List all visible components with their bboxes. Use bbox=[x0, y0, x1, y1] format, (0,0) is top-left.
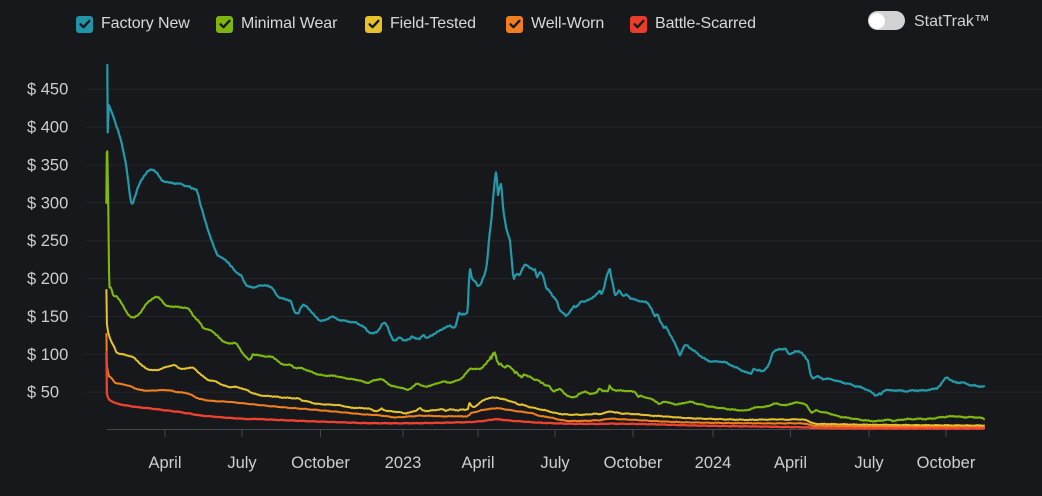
svg-text:April: April bbox=[461, 454, 494, 472]
svg-text:$ 100: $ 100 bbox=[27, 346, 68, 364]
svg-text:October: October bbox=[291, 454, 350, 472]
svg-text:2024: 2024 bbox=[695, 454, 732, 472]
svg-text:2023: 2023 bbox=[385, 454, 422, 472]
svg-text:October: October bbox=[917, 454, 976, 472]
svg-text:$ 200: $ 200 bbox=[27, 270, 68, 288]
svg-text:$ 300: $ 300 bbox=[27, 194, 68, 212]
svg-text:October: October bbox=[604, 454, 663, 472]
svg-text:$ 450: $ 450 bbox=[27, 81, 68, 99]
svg-text:April: April bbox=[774, 454, 807, 472]
svg-text:April: April bbox=[148, 454, 181, 472]
svg-text:July: July bbox=[854, 454, 884, 472]
svg-text:$ 350: $ 350 bbox=[27, 157, 68, 175]
svg-text:$ 50: $ 50 bbox=[27, 384, 59, 402]
svg-text:July: July bbox=[227, 454, 257, 472]
svg-text:$ 400: $ 400 bbox=[27, 119, 68, 137]
svg-text:$ 250: $ 250 bbox=[27, 232, 68, 250]
svg-text:$ 150: $ 150 bbox=[27, 308, 68, 326]
svg-text:July: July bbox=[540, 454, 570, 472]
